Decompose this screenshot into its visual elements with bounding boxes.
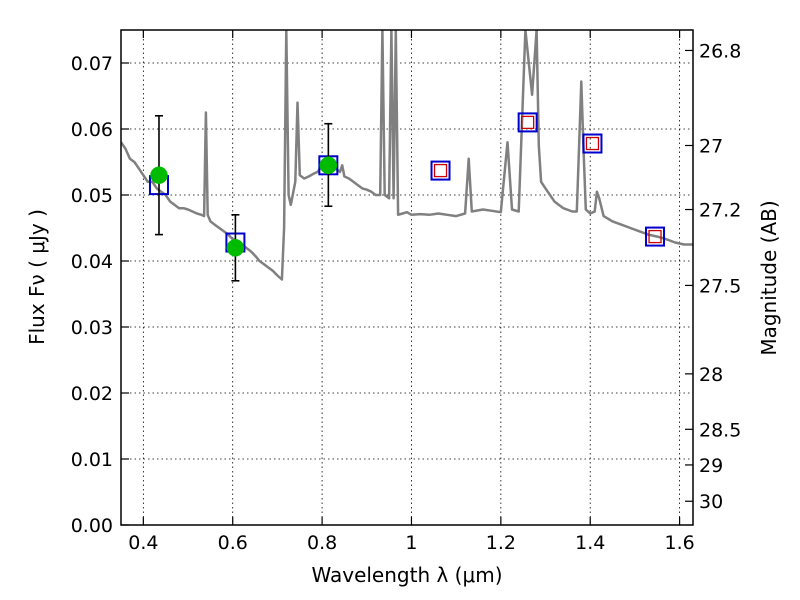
model-square-red: [521, 115, 535, 130]
y-tick-label: 0.01: [71, 449, 113, 471]
model-square-red: [648, 229, 662, 244]
right-tick-label: 27.5: [699, 275, 741, 297]
x-axis-label: Wavelength λ (μm): [311, 563, 502, 587]
data-markers: [148, 112, 666, 282]
model-square-blue: [582, 133, 603, 154]
y-axis-label-text: Flux Fν ( μJy ): [25, 209, 49, 345]
axis-ticks: 0.4 0.6 0.8 1 1.2 1.4 1.6 0.00 0.01 0.02 0.03 0.04 0…: [71, 30, 741, 554]
observed-point: [319, 156, 338, 175]
observed-point: [150, 166, 168, 184]
x-tick-label: 0.8: [307, 532, 337, 554]
grid: [121, 30, 693, 525]
model-square-red: [585, 136, 600, 151]
x-tick-label: 1.4: [575, 532, 605, 554]
y-tick-label: 0.00: [71, 515, 113, 537]
right-tick-label: 30: [699, 491, 723, 513]
x-tick-label: 0.6: [218, 532, 248, 554]
observed-point: [226, 239, 245, 257]
x-tick-label: 0.4: [128, 532, 158, 554]
y-tick-label: 0.03: [71, 317, 113, 339]
right-tick-label: 27.2: [699, 200, 741, 222]
plot-frame: [120, 29, 694, 526]
x-tick-label: 1.2: [486, 532, 516, 554]
right-axis-label: Magnitude (AB): [757, 200, 781, 355]
model-square-blue: [645, 226, 666, 247]
right-tick-label: 26.8: [699, 40, 741, 62]
y-tick-label: 0.02: [71, 383, 113, 405]
y-tick-label: 0.06: [71, 119, 113, 141]
model-square-blue: [430, 160, 451, 181]
y-axis-label: Flux Fν ( μJy ): [25, 209, 49, 345]
spectrum-line: [121, 30, 693, 281]
model-square-blue: [517, 112, 538, 133]
right-tick-label: 27: [699, 136, 723, 158]
y-tick-label: 0.07: [71, 53, 113, 75]
right-tick-label: 28.5: [699, 419, 741, 441]
right-tick-label: 28: [699, 364, 723, 386]
model-square-red: [433, 163, 448, 178]
x-tick-label: 1.6: [664, 532, 694, 554]
right-tick-label: 29: [699, 455, 723, 477]
y-tick-label: 0.05: [71, 185, 113, 207]
y-tick-label: 0.04: [71, 251, 113, 273]
x-tick-label: 1: [405, 532, 417, 554]
x-axis-label-text: Wavelength λ (μm): [311, 563, 502, 587]
right-axis-label-text: Magnitude (AB): [757, 200, 781, 355]
template-spectrum: [121, 30, 693, 281]
